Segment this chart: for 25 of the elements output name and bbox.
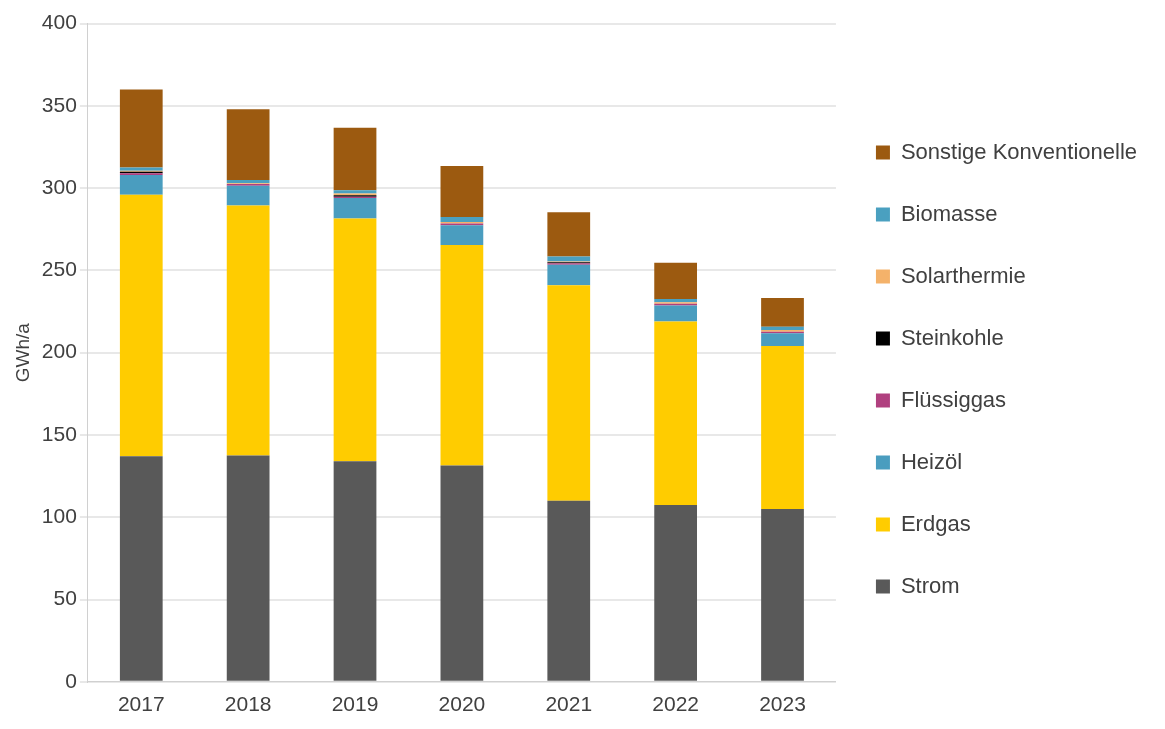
legend-label: Solarthermie [900, 262, 1026, 288]
y-tick-label: 400 [41, 10, 77, 34]
y-axis-title: GWh/a [11, 322, 33, 383]
legend-label: Strom [900, 572, 960, 598]
legend-label: Steinkohle [900, 324, 1004, 350]
y-tick-label: 150 [41, 421, 77, 445]
x-tick-label: 2020 [438, 692, 486, 716]
y-tick-label: 0 [65, 668, 77, 692]
y-tick-label: 300 [41, 174, 77, 198]
x-tick-label: 2023 [759, 692, 806, 716]
y-tick-label: 250 [41, 257, 77, 281]
y-tick-label: 100 [41, 504, 77, 528]
y-tick-label: 50 [53, 586, 77, 610]
x-tick-label: 2018 [224, 692, 272, 716]
legend-label: Heizöl [900, 448, 963, 474]
x-tick-label: 2022 [652, 692, 699, 716]
legend-label: Erdgas [900, 510, 971, 536]
legend-label: Flüssiggas [900, 386, 1007, 412]
legend-label: Biomasse [900, 200, 998, 226]
legend-label: Sonstige Konventionelle [900, 138, 1137, 164]
x-tick-label: 2017 [117, 692, 165, 716]
x-tick-label: 2021 [545, 692, 593, 716]
x-tick-label: 2019 [331, 692, 379, 716]
y-tick-label: 350 [41, 92, 77, 116]
y-tick-label: 200 [41, 339, 77, 363]
